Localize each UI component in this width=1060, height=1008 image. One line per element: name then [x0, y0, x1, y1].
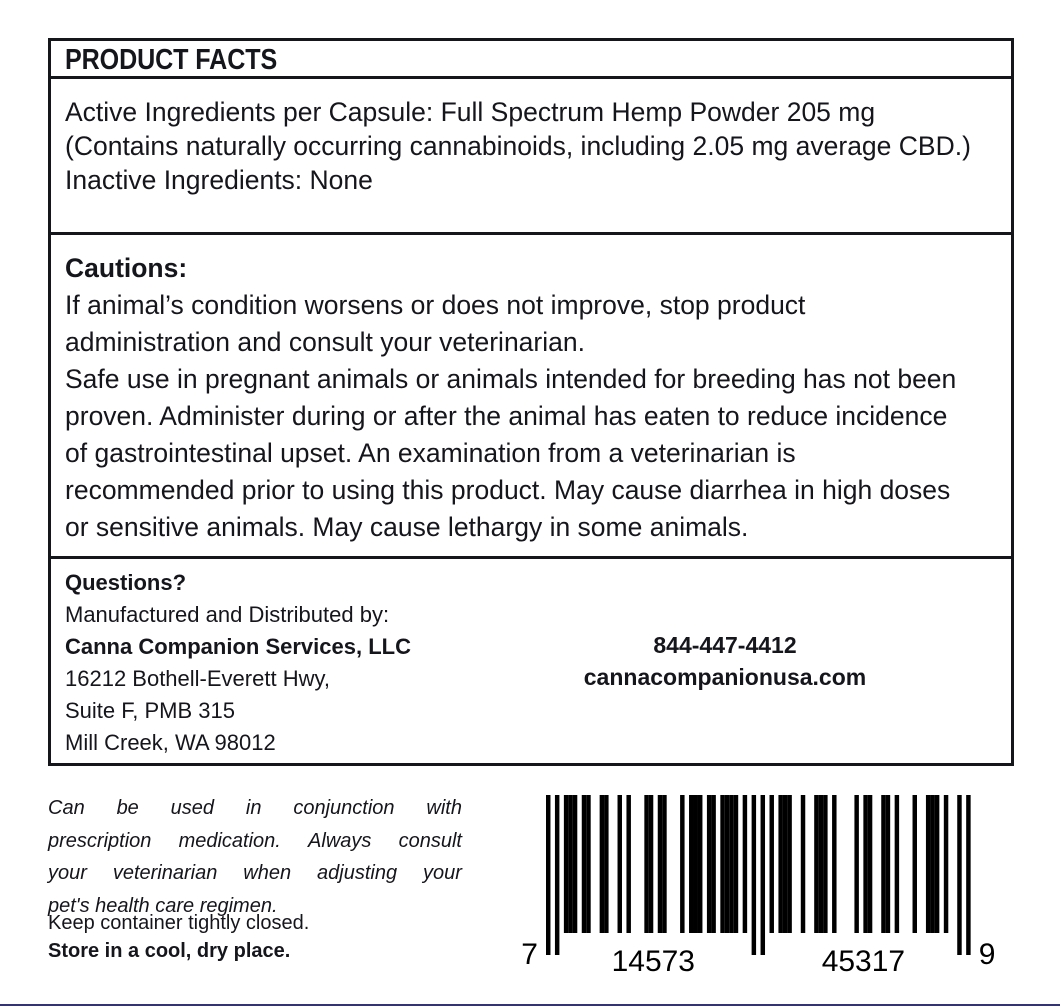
svg-text:14573: 14573: [612, 945, 695, 978]
svg-text:9: 9: [979, 938, 996, 971]
svg-text:45317: 45317: [822, 945, 905, 978]
svg-text:7: 7: [521, 938, 538, 971]
